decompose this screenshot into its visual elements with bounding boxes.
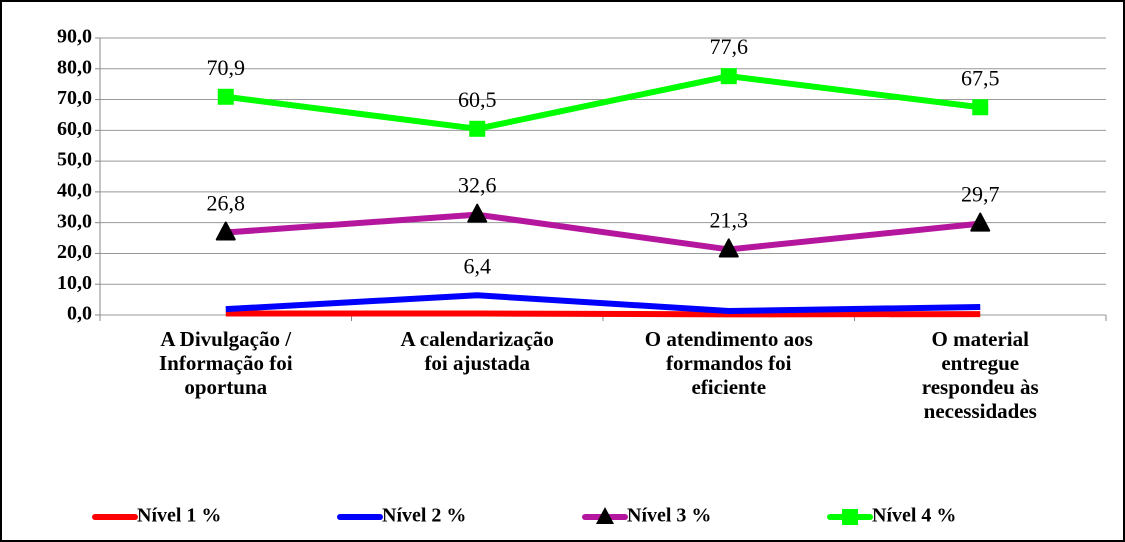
data-label: 60,5 (458, 87, 497, 112)
y-tick-label: 0,0 (67, 303, 92, 325)
y-tick-label: 80,0 (57, 56, 92, 78)
data-label: 21,3 (710, 207, 749, 232)
data-label: 32,6 (458, 173, 497, 198)
legend-marker (596, 507, 614, 524)
data-label: 26,8 (207, 191, 246, 216)
data-label: 29,7 (961, 182, 1000, 207)
marker (467, 203, 488, 223)
y-tick-label: 40,0 (57, 179, 92, 201)
data-label: 6,4 (464, 253, 492, 278)
x-tick-label: A Divulgação / Informação foi oportuna (158, 327, 293, 399)
legend-label: Nível 1 % (137, 505, 221, 527)
data-label: 77,6 (710, 34, 749, 59)
legend-label: Nível 2 % (382, 505, 466, 527)
marker (469, 120, 486, 137)
x-tick-label: O atendimento aos formandos foi eficient… (644, 327, 813, 399)
legend-label: Nível 4 % (872, 505, 956, 527)
y-tick-label: 60,0 (57, 118, 92, 140)
marker (720, 68, 737, 85)
marker (970, 212, 991, 232)
y-tick-label: 20,0 (57, 241, 92, 263)
y-tick-label: 30,0 (57, 210, 92, 232)
series-line (225, 211, 981, 253)
series-line (225, 292, 981, 314)
marker (217, 88, 234, 105)
marker (972, 99, 989, 116)
y-tick-label: 90,0 (57, 26, 92, 48)
y-tick-label: 50,0 (57, 149, 92, 171)
y-tick-label: 70,0 (57, 87, 92, 109)
series-line (225, 73, 981, 132)
marker (215, 221, 236, 241)
data-label: 70,9 (207, 55, 246, 80)
y-tick-label: 10,0 (57, 272, 92, 294)
series-line (225, 310, 981, 318)
legend-marker (842, 509, 858, 525)
x-tick-label: O material entregue respondeu às necessi… (921, 327, 1039, 423)
data-label: 67,5 (961, 65, 1000, 90)
legend-label: Nível 3 % (627, 505, 711, 527)
marker (718, 238, 739, 258)
x-tick-label: A calendarização foi ajustada (400, 327, 554, 375)
